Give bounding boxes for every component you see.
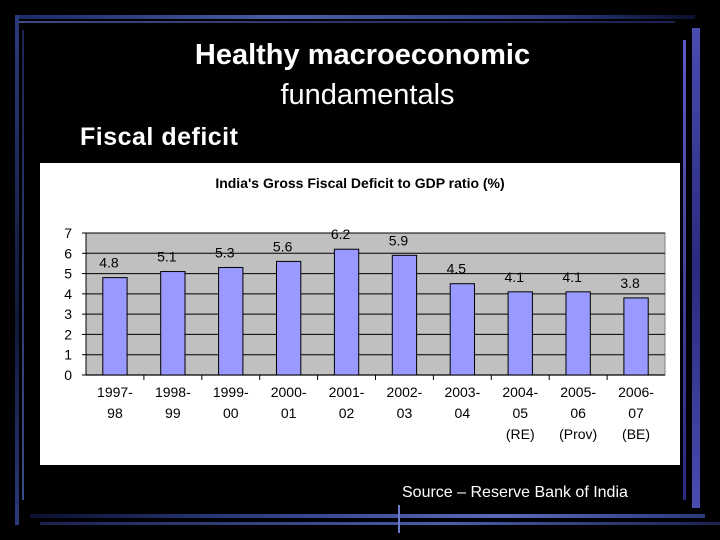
data-labels: 4.8 5.1 5.3 5.6 6.2 5.9 4.5 4.1 4.1 3.8 <box>99 226 640 291</box>
bar <box>449 283 476 376</box>
x-tick-label-line: 98 <box>107 405 123 421</box>
data-label: 5.9 <box>389 232 409 248</box>
data-label: 6.2 <box>331 226 351 242</box>
y-tick-label: 0 <box>64 367 72 383</box>
x-tick-label-line: 05 <box>512 405 528 421</box>
y-tick-label: 5 <box>64 266 72 282</box>
y-tick-label: 6 <box>64 245 72 261</box>
data-label: 3.8 <box>620 275 640 291</box>
slide-title-line2: fundamentals <box>280 79 455 111</box>
x-tick-label-line: 06 <box>570 405 586 421</box>
x-tick-label-line: 2000- <box>271 384 307 400</box>
x-tick-label: 2004- 05 (RE) <box>502 384 538 442</box>
x-tick-labels: 1997- 98 1998- 99 1999- 00 2000- 01 2001- 02 2002-… <box>97 384 654 442</box>
y-tick-label: 3 <box>64 306 72 322</box>
x-tick-label: 2001- 02 <box>329 384 365 421</box>
slide-title: Healthy macroeconomic fundamentals <box>100 35 625 115</box>
x-tick-label: 2002- 03 <box>387 384 423 421</box>
x-tick-label-line: 1999- <box>213 384 249 400</box>
x-tick-label-line: 2003- <box>444 384 480 400</box>
x-tick-label-line: 04 <box>455 405 471 421</box>
x-tick-label-line: 00 <box>223 405 239 421</box>
x-tick-label-line: 2001- <box>329 384 365 400</box>
x-tick-label-line: 99 <box>165 405 181 421</box>
x-tick-label: 1998- 99 <box>155 384 191 421</box>
x-tick-label: 1997- 98 <box>97 384 133 421</box>
chart-panel: India's Gross Fiscal Deficit to GDP rati… <box>40 163 680 465</box>
y-tick-label: 4 <box>64 286 72 302</box>
bar <box>391 254 418 376</box>
x-tick-label-line: 01 <box>281 405 297 421</box>
y-tick-label: 1 <box>64 347 72 363</box>
x-tick-label-line: 02 <box>339 405 355 421</box>
bar <box>160 271 186 376</box>
x-tick-label-line: 2004- <box>502 384 538 400</box>
bar <box>507 291 533 376</box>
frame-top-line <box>15 15 695 19</box>
frame-bottom-line-inner <box>40 522 720 525</box>
x-tick-label-line: 1998- <box>155 384 191 400</box>
x-tick-label-line: 2005- <box>560 384 596 400</box>
source-note: Source – Reserve Bank of India <box>402 484 628 501</box>
frame-right-bar-inner <box>683 40 686 500</box>
bar-chart: India's Gross Fiscal Deficit to GDP rati… <box>64 175 666 442</box>
x-tick-label-line: (Prov) <box>559 426 597 442</box>
x-tick-label-line: 2006- <box>618 384 654 400</box>
x-tick-label: 2005- 06 (Prov) <box>559 384 597 442</box>
x-tick-label: 2006- 07 (BE) <box>618 384 654 442</box>
y-tick-labels: 0 1 2 3 4 5 6 7 <box>64 225 72 383</box>
x-tick-label: 2000- 01 <box>271 384 307 421</box>
bar <box>275 260 302 376</box>
slide-subtitle: Fiscal deficit <box>80 123 239 151</box>
bars <box>102 248 649 376</box>
frame-right-bar <box>692 28 700 508</box>
y-tick-label: 7 <box>64 225 72 241</box>
data-label: 5.6 <box>273 238 293 254</box>
data-label: 4.1 <box>505 269 525 285</box>
frame-bottom-line <box>30 514 705 518</box>
bar <box>102 277 128 376</box>
data-label: 4.8 <box>99 255 119 271</box>
frame-top-line-inner <box>15 21 675 23</box>
x-tick-label: 1999- 00 <box>213 384 249 421</box>
bar <box>218 266 244 376</box>
x-tick-label-line: (RE) <box>506 426 535 442</box>
bar <box>623 297 649 376</box>
x-tick-label-line: (BE) <box>622 426 650 442</box>
x-tick-label-line: 1997- <box>97 384 133 400</box>
x-tick-label-line: 03 <box>397 405 413 421</box>
data-label: 5.1 <box>157 249 177 265</box>
y-tick-label: 2 <box>64 326 72 342</box>
data-label: 5.3 <box>215 244 235 260</box>
data-label: 4.5 <box>447 261 467 277</box>
frame-bottom-tick <box>398 505 400 533</box>
x-tick-label-line: 2002- <box>387 384 423 400</box>
chart-title: India's Gross Fiscal Deficit to GDP rati… <box>215 175 504 191</box>
bar <box>333 248 360 376</box>
data-label: 4.1 <box>562 269 582 285</box>
slide-title-line1: Healthy macroeconomic <box>194 39 531 71</box>
frame-left-line <box>15 15 19 525</box>
frame-left-line-inner <box>22 30 24 500</box>
x-tick-label: 2003- 04 <box>444 384 480 421</box>
x-tick-label-line: 07 <box>628 405 644 421</box>
bar <box>565 291 591 376</box>
